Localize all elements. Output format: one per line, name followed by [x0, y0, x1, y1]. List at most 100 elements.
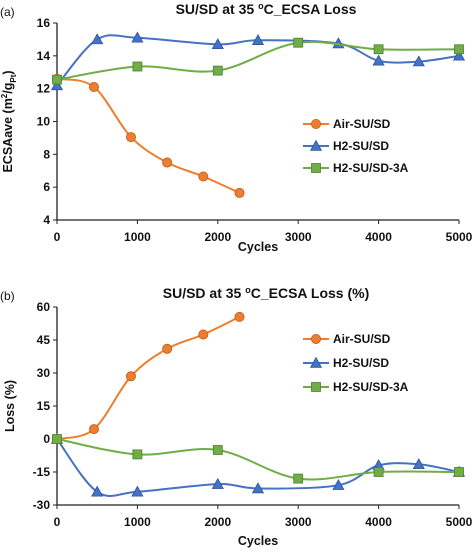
legend-label: Air-SU/SD: [333, 117, 391, 131]
data-point: [412, 458, 425, 470]
legend-label: H2-SU/SD: [333, 356, 389, 370]
data-point: [412, 55, 425, 67]
series-air-su-sd: [52, 73, 245, 198]
legend-label: H2-SU/SD-3A: [333, 161, 409, 175]
chart-title: SU/SD at 35 oC_ECSA Loss: [176, 1, 357, 17]
series-air-su-sd: [52, 311, 245, 444]
x-axis-title: Cycles: [238, 534, 278, 548]
series-line: [56, 316, 240, 440]
data-point: [251, 34, 265, 45]
x-tick-label: 2000: [204, 230, 231, 244]
chart-title: SU/SD at 35 oC_ECSA Loss (%): [163, 285, 370, 301]
data-point: [372, 54, 385, 66]
data-point: [50, 79, 64, 91]
legend-entry: H2-SU/SD: [303, 356, 389, 370]
legend-entry: H2-SU/SD-3A: [303, 161, 409, 175]
data-point: [198, 171, 209, 182]
data-point: [373, 467, 384, 477]
y-tick-label: 10: [37, 115, 51, 129]
legend-marker: [309, 139, 323, 151]
data-point: [125, 132, 136, 143]
data-point: [162, 343, 173, 354]
data-point: [373, 44, 384, 55]
data-point: [452, 49, 466, 61]
x-tick-label: 5000: [446, 515, 473, 529]
data-point: [131, 31, 144, 43]
data-point: [131, 485, 144, 497]
data-point: [293, 37, 304, 48]
y-tick-label: 30: [37, 366, 51, 380]
legend-marker: [310, 333, 321, 344]
series-line: [56, 438, 460, 481]
data-point: [251, 482, 265, 494]
legend-entry: Air-SU/SD: [303, 332, 391, 346]
y-tick-label: -15: [33, 465, 51, 479]
x-axis-title: Cycles: [238, 240, 278, 254]
y-tick-label: 0: [43, 432, 50, 446]
data-point: [52, 74, 62, 85]
data-point: [132, 449, 143, 460]
data-point: [88, 424, 99, 435]
legend-label: H2-SU/SD-3A: [333, 380, 409, 394]
data-point: [454, 44, 464, 55]
series-h2-su-sd-3a: [52, 434, 464, 484]
legend-marker: [310, 119, 321, 130]
data-point: [52, 434, 62, 444]
legend-entry: Air-SU/SD: [303, 117, 391, 131]
data-point: [212, 445, 223, 455]
y-axis-title: ECSAave (m2/gPt): [0, 70, 18, 172]
y-tick-label: 12: [37, 82, 51, 96]
data-point: [234, 311, 245, 322]
x-tick-label: 0: [54, 230, 61, 244]
chart-panel-b: (b) SU/SD at 35 oC_ECSA Loss (%) -30 -15 0 15…: [0, 285, 473, 548]
legend-label: H2-SU/SD: [333, 139, 389, 153]
data-point: [212, 65, 223, 76]
y-tick-label: 6: [43, 180, 50, 194]
legend-entry: H2-SU/SD: [303, 139, 389, 153]
y-tick-label: 16: [37, 16, 51, 30]
x-tick-label: 4000: [365, 230, 392, 244]
panel-label: (a): [0, 5, 15, 19]
y-tick-label: 15: [37, 399, 51, 413]
y-tick-label: 14: [37, 49, 51, 63]
x-tick-label: 1000: [124, 230, 151, 244]
chart-panel-a: (a) SU/SD at 35 oC_ECSA Loss 4 6 8 10 12 14 16 0 1…: [0, 1, 473, 254]
x-tick-label: 4000: [365, 515, 392, 529]
data-point: [211, 477, 224, 489]
y-tick-label: 4: [43, 213, 50, 227]
legend-marker: [311, 163, 321, 173]
data-point: [332, 478, 345, 490]
data-point: [91, 485, 104, 497]
y-axis-title: Loss (%): [3, 380, 17, 432]
y-tick-label: 60: [37, 300, 51, 314]
data-point: [454, 467, 464, 477]
x-tick-label: 5000: [446, 230, 473, 244]
x-tick-label: 3000: [285, 230, 312, 244]
x-tick-label: 2000: [204, 515, 231, 529]
legend-entry: H2-SU/SD-3A: [303, 380, 409, 394]
data-point: [211, 38, 224, 50]
data-point: [91, 33, 104, 45]
data-point: [198, 329, 209, 340]
y-tick-label: -30: [33, 498, 51, 512]
series-h2-su-sd-3a: [52, 37, 464, 85]
data-point: [125, 371, 136, 382]
y-tick-label: 45: [37, 333, 51, 347]
series-h2-su-sd: [50, 31, 466, 91]
panel-label: (b): [0, 289, 15, 303]
data-point: [234, 187, 245, 198]
data-point: [132, 61, 143, 72]
series-line: [56, 40, 460, 81]
x-tick-label: 3000: [285, 515, 312, 529]
data-point: [88, 82, 99, 93]
data-point: [162, 157, 173, 168]
x-tick-label: 1000: [124, 515, 151, 529]
series-line: [56, 77, 240, 194]
data-point: [293, 473, 304, 484]
legend-marker: [309, 356, 323, 368]
legend-marker: [311, 382, 321, 392]
y-tick-label: 8: [43, 147, 50, 161]
legend-label: Air-SU/SD: [333, 332, 391, 346]
